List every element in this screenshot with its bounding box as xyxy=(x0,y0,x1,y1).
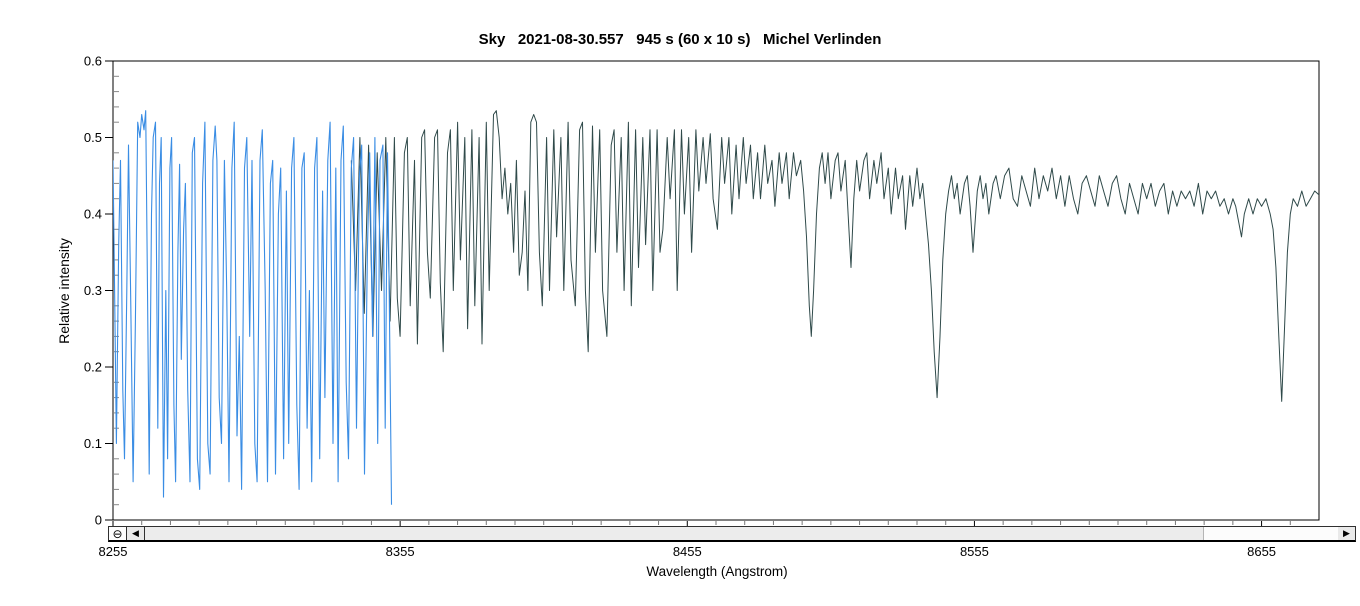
x-tick-label: 8455 xyxy=(673,544,702,559)
scroll-right-button[interactable]: ▶ xyxy=(1337,527,1355,540)
scroll-right-icon: ▶ xyxy=(1343,528,1350,538)
scrollbar-track[interactable] xyxy=(145,527,1338,540)
zoom-out-icon: ⊖ xyxy=(112,526,123,541)
y-tick-label: 0.4 xyxy=(84,207,102,222)
x-tick-label: 8555 xyxy=(960,544,989,559)
plot-frame xyxy=(112,60,1320,521)
y-tick-label: 0.1 xyxy=(84,436,102,451)
series-blue-spectrum xyxy=(113,110,393,505)
scrollbar-thumb[interactable] xyxy=(1203,527,1338,540)
x-tick-label: 8355 xyxy=(386,544,415,559)
x-tick-label: 8255 xyxy=(99,544,128,559)
y-tick-label: 0.3 xyxy=(84,283,102,298)
y-tick-label: 0 xyxy=(95,513,102,528)
y-tick-label: 0.2 xyxy=(84,360,102,375)
y-tick-label: 0.5 xyxy=(84,130,102,145)
zoom-out-button[interactable]: ⊖ xyxy=(109,527,127,540)
series-dark-spectrum xyxy=(350,110,1319,402)
x-axis-title: Wavelength (Angstrom) xyxy=(646,564,788,579)
wavelength-scrollbar[interactable]: ⊖ ◀ ▶ xyxy=(108,526,1356,542)
x-tick-label: 8655 xyxy=(1247,544,1276,559)
scroll-left-button[interactable]: ◀ xyxy=(127,527,145,540)
chart-title: Sky 2021-08-30.557 945 s (60 x 10 s) Mic… xyxy=(478,31,882,48)
y-tick-label: 0.6 xyxy=(84,54,102,69)
scroll-left-icon: ◀ xyxy=(132,528,139,538)
